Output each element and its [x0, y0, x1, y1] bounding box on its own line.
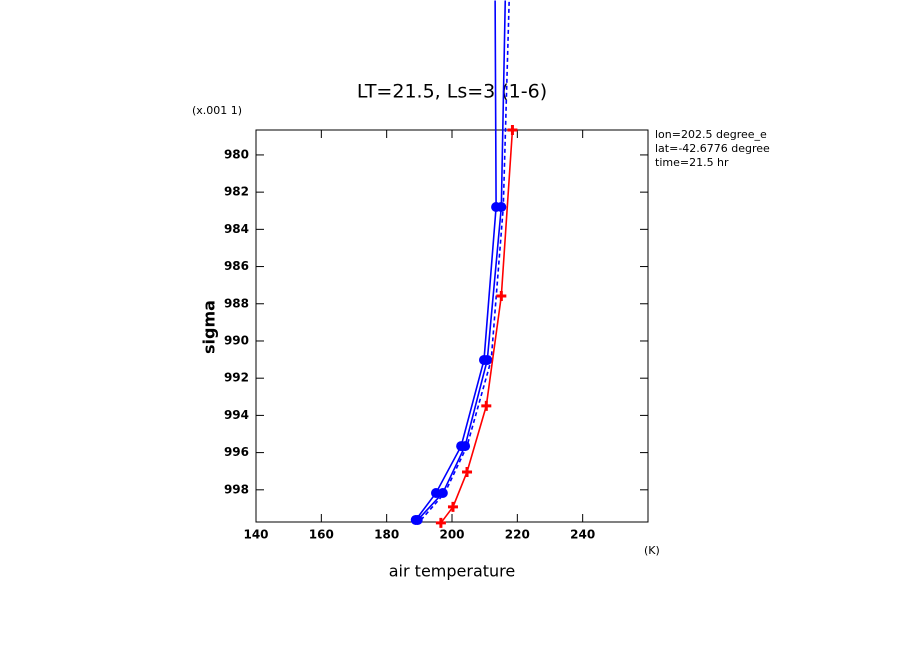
marker — [496, 202, 507, 213]
marker — [482, 354, 493, 365]
marker — [507, 125, 518, 135]
marker — [462, 466, 473, 477]
y-tick-label: 994 — [224, 408, 249, 422]
annotation: lon=202.5 degree_e — [655, 128, 767, 141]
marker — [412, 514, 423, 525]
series-line — [440, 129, 514, 524]
x-tick-label: 140 — [243, 528, 268, 542]
y-axis-label: sigma — [200, 300, 219, 354]
x-tick-label: 240 — [570, 528, 595, 542]
marker — [435, 517, 446, 528]
x-tick-label: 200 — [439, 528, 464, 542]
y-tick-label: 980 — [224, 147, 249, 161]
y-tick-label: 982 — [224, 185, 249, 199]
marker — [460, 441, 471, 452]
y-tick-label: 984 — [224, 222, 249, 236]
x-tick-label: 160 — [309, 528, 334, 542]
y-tick-label: 988 — [224, 296, 249, 310]
marker — [496, 290, 507, 301]
chart-title: LT=21.5, Ls=3 (1-6) — [357, 81, 547, 103]
x-tick-label: 180 — [374, 528, 399, 542]
y-tick-label: 992 — [224, 371, 249, 385]
y-units: (x.001 1) — [192, 104, 242, 117]
series-line — [420, 0, 510, 521]
annotations: lon=202.5 degree_e lat=-42.6776 degree t… — [655, 128, 770, 169]
marker — [481, 400, 492, 411]
x-units: (K) — [644, 544, 660, 557]
marker — [430, 487, 441, 498]
y-tick-label: 990 — [224, 333, 249, 347]
annotation: time=21.5 hr — [655, 156, 729, 169]
series-line — [415, 0, 497, 521]
marker — [447, 501, 458, 512]
y-tick-label: 986 — [224, 259, 249, 273]
x-axis-label: air temperature — [389, 562, 515, 581]
annotation: lat=-42.6776 degree — [655, 142, 770, 155]
y-tick-label: 996 — [224, 445, 249, 459]
marker — [437, 487, 448, 498]
y-tick-label: 998 — [224, 482, 249, 496]
x-tick-label: 220 — [505, 528, 530, 542]
series-line — [417, 0, 507, 521]
